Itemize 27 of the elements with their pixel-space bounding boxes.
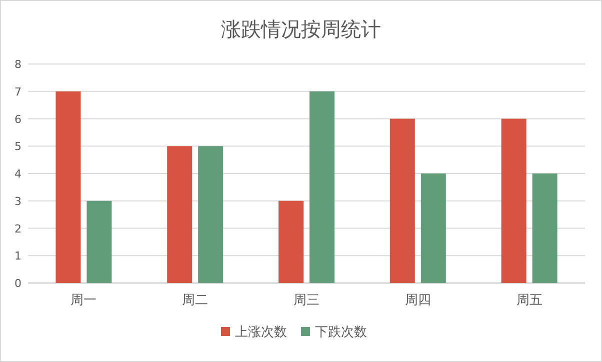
y-tick-label: 5 [14,140,22,154]
bar [278,200,304,283]
x-tick-label: 周五 [516,293,542,308]
legend-label: 上涨次数 [235,325,287,340]
bar [390,118,415,283]
y-tick-label: 1 [14,250,22,263]
y-tick-label: 0 [14,277,22,290]
bar [56,91,81,283]
bar [167,146,192,283]
bar [501,118,526,283]
bar [86,200,112,283]
y-tick-label: 7 [14,85,22,98]
x-tick-label: 周四 [404,293,431,308]
x-tick-label: 周一 [70,293,97,308]
chart-title: 涨跌情况按周统计 [221,17,381,41]
bar [198,146,224,283]
legend-label: 下跌次数 [315,325,367,340]
y-tick-label: 4 [14,168,22,180]
y-tick-label: 3 [14,194,22,208]
bar [532,174,558,283]
y-tick-label: 6 [14,112,22,126]
y-tick-label: 8 [14,58,22,71]
bar [310,91,334,283]
y-tick-label: 2 [14,222,22,236]
x-tick-label: 周二 [182,293,208,308]
bar [420,174,446,283]
x-tick-label: 周三 [294,293,320,308]
